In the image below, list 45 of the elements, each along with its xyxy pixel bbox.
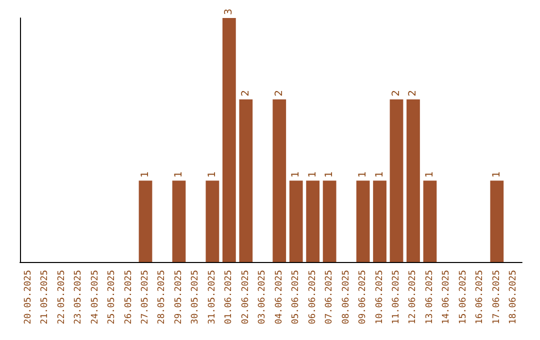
x-tick-label: 18.06.2025 <box>508 270 519 324</box>
x-tick-label: 30.05.2025 <box>190 270 201 324</box>
data-label: 1 <box>424 171 436 178</box>
data-label: 1 <box>307 171 318 178</box>
x-tick-label: 26.05.2025 <box>124 270 134 324</box>
x-tick-label: 21.05.2025 <box>40 270 50 324</box>
x-tick-label: 17.06.2025 <box>492 270 502 324</box>
x-tick-label: 04.06.2025 <box>274 270 284 324</box>
x-tick-label: 23.05.2025 <box>74 270 84 324</box>
data-label: 1 <box>374 171 386 178</box>
x-tick-label: 02.06.2025 <box>240 270 251 324</box>
data-label: 1 <box>491 171 502 178</box>
data-label: 2 <box>391 90 402 96</box>
x-tick-label: 07.06.2025 <box>324 270 335 324</box>
x-tick-label: 01.06.2025 <box>224 270 234 324</box>
x-tick-label: 06.06.2025 <box>308 270 318 324</box>
x-tick-label: 10.06.2025 <box>374 270 385 324</box>
x-tick-label: 09.06.2025 <box>358 270 368 324</box>
x-tick-label: 20.05.2025 <box>23 270 34 324</box>
x-tick-label: 03.06.2025 <box>258 270 268 324</box>
x-tick-label: 27.05.2025 <box>140 270 150 324</box>
x-tick-label: 25.05.2025 <box>107 270 118 324</box>
x-tick-label: 24.05.2025 <box>90 270 100 324</box>
x-tick-label: 31.05.2025 <box>207 270 218 324</box>
x-tick-label: 22.05.2025 <box>56 270 67 324</box>
data-label: 1 <box>206 171 218 178</box>
x-tick-label: 12.06.2025 <box>408 270 418 324</box>
data-label: 1 <box>173 171 184 178</box>
x-tick-label: 13.06.2025 <box>424 270 435 324</box>
data-label: 1 <box>290 171 302 178</box>
data-label: 3 <box>224 8 235 15</box>
x-tick-label: 14.06.2025 <box>442 270 452 324</box>
data-label: 1 <box>324 171 336 178</box>
data-label: 2 <box>408 90 419 96</box>
x-tick-label: 08.06.2025 <box>341 270 352 324</box>
data-label: 1 <box>140 171 151 178</box>
data-label: 1 <box>358 171 369 178</box>
x-tick-label: 28.05.2025 <box>157 270 168 324</box>
x-tick-label: 15.06.2025 <box>458 270 468 324</box>
x-tick-label: 05.06.2025 <box>291 270 302 324</box>
data-label: 2 <box>240 90 252 96</box>
x-tick-label: 16.06.2025 <box>475 270 486 324</box>
data-label: 2 <box>274 90 285 96</box>
x-tick-label: 29.05.2025 <box>174 270 184 324</box>
x-tick-label: 11.06.2025 <box>392 270 402 324</box>
